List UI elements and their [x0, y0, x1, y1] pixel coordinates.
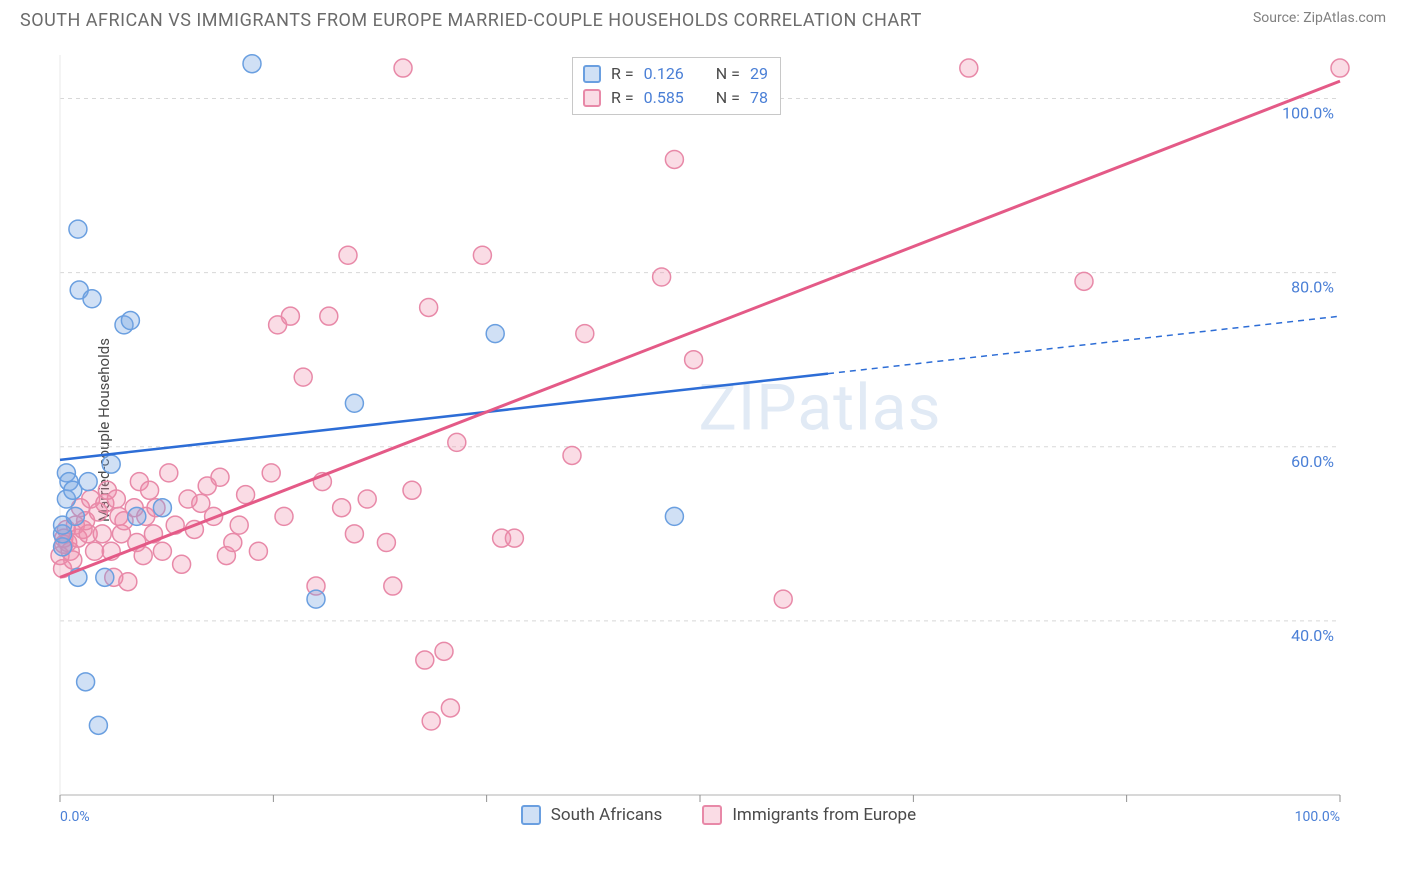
series-legend-item: Immigrants from Europe	[702, 805, 916, 825]
south-africans-point	[153, 499, 171, 517]
immigrants-europe-point	[275, 507, 293, 525]
immigrants-europe-point	[237, 486, 255, 504]
immigrants-europe-point	[173, 555, 191, 573]
immigrants-europe-point	[345, 525, 363, 543]
immigrants-europe-point	[505, 529, 523, 547]
immigrants-europe-point	[774, 590, 792, 608]
immigrants-europe-point	[1075, 272, 1093, 290]
source-value: ZipAtlas.com	[1303, 10, 1386, 26]
n-label: N =	[716, 62, 740, 86]
south-africans-point	[345, 394, 363, 412]
immigrants-europe-point	[653, 268, 671, 286]
immigrants-europe-point	[473, 246, 491, 264]
chart-header: SOUTH AFRICAN VS IMMIGRANTS FROM EUROPE …	[0, 0, 1406, 37]
legend-swatch	[583, 89, 601, 107]
immigrants-europe-point	[416, 651, 434, 669]
immigrants-europe-point	[262, 464, 280, 482]
south-africans-point	[89, 716, 107, 734]
chart-container: Married-couple Households 40.0%60.0%80.0…	[40, 45, 1366, 815]
immigrants-europe-point	[249, 542, 267, 560]
immigrants-europe-point	[665, 150, 683, 168]
immigrants-europe-point	[141, 481, 159, 499]
immigrants-europe-point	[435, 642, 453, 660]
immigrants-europe-point	[576, 325, 594, 343]
immigrants-europe-point	[134, 547, 152, 565]
immigrants-europe-point	[107, 490, 125, 508]
immigrants-europe-point	[420, 298, 438, 316]
y-tick-label: 80.0%	[1291, 278, 1334, 297]
immigrants-europe-point	[230, 516, 248, 534]
n-label: N =	[716, 86, 740, 110]
series-legend-item: South Africans	[521, 805, 663, 825]
immigrants-europe-point	[93, 525, 111, 543]
south-africans-point	[307, 590, 325, 608]
immigrants-europe-point	[441, 699, 459, 717]
south-africans-point	[69, 220, 87, 238]
scatter-chart: 40.0% 60.0% 80.0% 100.0% 0.0% 100.0% ZIPatlas	[40, 45, 1366, 845]
south-africans-point	[121, 312, 139, 330]
y-tick-label: 60.0%	[1291, 452, 1334, 471]
immigrants-europe-point	[377, 534, 395, 552]
immigrants-europe-trend	[60, 81, 1340, 577]
legend-swatch	[521, 805, 541, 825]
immigrants-europe-point	[153, 542, 171, 560]
series-label: South Africans	[551, 805, 663, 825]
immigrants-europe-point	[563, 446, 581, 464]
y-tick-label: 100.0%	[1282, 104, 1334, 123]
immigrants-europe-point	[333, 499, 351, 517]
south-africans-point	[128, 507, 146, 525]
immigrants-europe-point	[422, 712, 440, 730]
south-africans-point	[83, 290, 101, 308]
south-africans-point	[96, 568, 114, 586]
legend-swatch	[702, 805, 722, 825]
immigrants-europe-point	[339, 246, 357, 264]
south-africans-point	[665, 507, 683, 525]
south-africans-point	[486, 325, 504, 343]
immigrants-europe-point	[1331, 59, 1349, 77]
immigrants-europe-point	[448, 433, 466, 451]
chart-title: SOUTH AFRICAN VS IMMIGRANTS FROM EUROPE …	[20, 10, 922, 31]
immigrants-europe-point	[960, 59, 978, 77]
immigrants-europe-point	[358, 490, 376, 508]
south-africans-point	[102, 455, 120, 473]
watermark: ZIPatlas	[699, 370, 942, 445]
r-value: 0.585	[644, 86, 684, 110]
correlation-stats-legend: R = 0.126 N = 29 R = 0.585 N = 78	[572, 57, 781, 115]
south-africans-point	[66, 507, 84, 525]
source-label: Source:	[1253, 10, 1300, 26]
r-label: R =	[611, 86, 634, 110]
immigrants-europe-point	[384, 577, 402, 595]
n-value: 78	[750, 86, 768, 110]
y-tick-label: 40.0%	[1291, 626, 1334, 645]
r-label: R =	[611, 62, 634, 86]
chart-source: Source: ZipAtlas.com	[1253, 10, 1386, 26]
immigrants-europe-point	[403, 481, 421, 499]
immigrants-europe-point	[224, 534, 242, 552]
immigrants-europe-point	[394, 59, 412, 77]
n-value: 29	[750, 62, 768, 86]
immigrants-europe-point	[211, 468, 229, 486]
immigrants-europe-point	[294, 368, 312, 386]
series-legend: South Africans Immigrants from Europe	[521, 805, 916, 825]
immigrants-europe-point	[86, 542, 104, 560]
south-africans-point	[77, 673, 95, 691]
stats-legend-row: R = 0.585 N = 78	[583, 86, 768, 110]
immigrants-europe-point	[281, 307, 299, 325]
south-africans-point	[243, 55, 261, 73]
series-label: Immigrants from Europe	[732, 805, 916, 825]
legend-swatch	[583, 65, 601, 83]
x-tick-label: 0.0%	[60, 809, 90, 825]
immigrants-europe-point	[685, 351, 703, 369]
south-africans-trend-dashed	[828, 316, 1340, 373]
immigrants-europe-point	[119, 573, 137, 591]
r-value: 0.126	[644, 62, 684, 86]
immigrants-europe-point	[160, 464, 178, 482]
south-africans-point	[79, 473, 97, 491]
x-tick-label: 100.0%	[1295, 809, 1340, 825]
immigrants-europe-point	[320, 307, 338, 325]
stats-legend-row: R = 0.126 N = 29	[583, 62, 768, 86]
